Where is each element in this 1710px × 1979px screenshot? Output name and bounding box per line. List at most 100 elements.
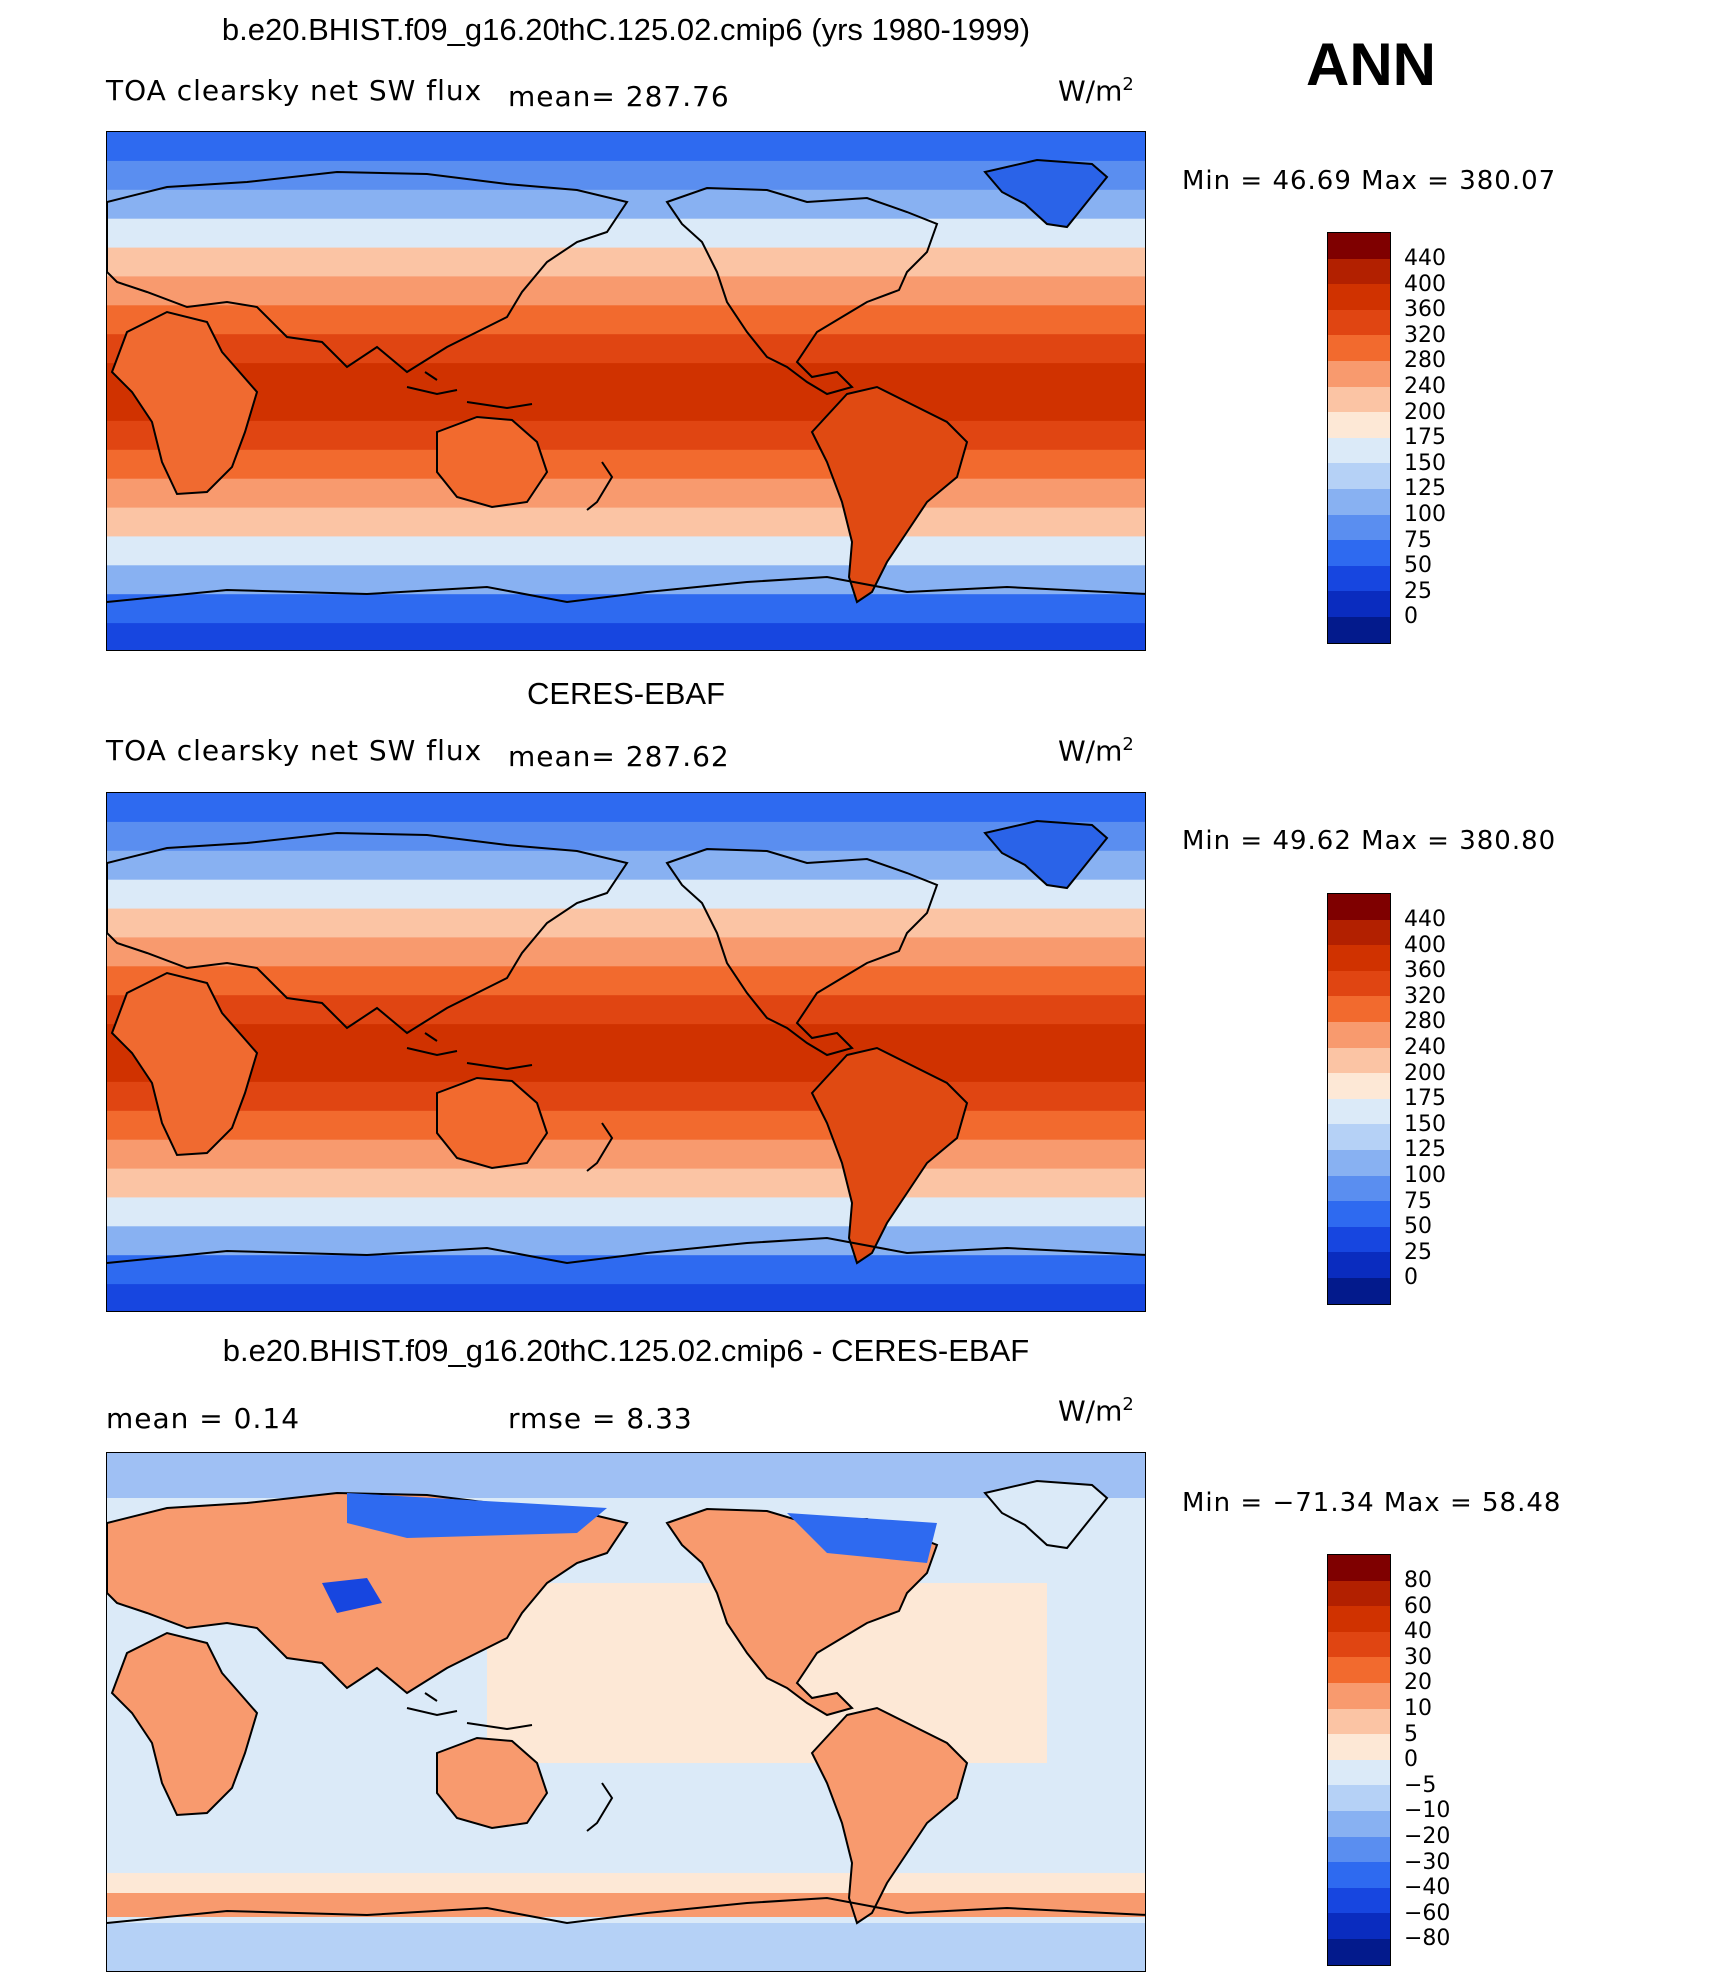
colorbar-swatch bbox=[1328, 1657, 1390, 1683]
colorbar-swatch bbox=[1328, 970, 1390, 997]
zonal-band bbox=[107, 218, 1145, 249]
colorbar-swatch bbox=[1328, 514, 1390, 541]
colorbar-swatch bbox=[1328, 1021, 1390, 1048]
colorbar-swatch bbox=[1328, 1226, 1390, 1253]
colorbar-swatch bbox=[1328, 309, 1390, 336]
panel-3-minmax: Min = −71.34 Max = 58.48 bbox=[1182, 1488, 1562, 1518]
colorbar-swatch bbox=[1328, 1201, 1390, 1227]
colorbar-label: 125 bbox=[1404, 476, 1446, 502]
zonal-band bbox=[107, 793, 1145, 823]
colorbar-swatch bbox=[1328, 1836, 1390, 1863]
colorbar-swatch bbox=[1328, 945, 1390, 971]
colorbar-swatch bbox=[1328, 591, 1390, 617]
colorbar-label: 280 bbox=[1404, 1009, 1446, 1035]
panel-1-bands bbox=[107, 132, 1145, 650]
colorbar-label: 25 bbox=[1404, 578, 1432, 604]
colorbar-label: −10 bbox=[1404, 1798, 1451, 1824]
colorbar-swatch bbox=[1328, 1938, 1390, 1965]
colorbar-swatch bbox=[1328, 1759, 1390, 1786]
maritime-continent-shape bbox=[406, 1032, 533, 1071]
colorbar-label: −30 bbox=[1404, 1849, 1451, 1875]
colorbar-swatch bbox=[1328, 412, 1390, 438]
colorbar-swatch bbox=[1328, 1277, 1390, 1304]
colorbar-swatch bbox=[1328, 335, 1390, 361]
australia-shape bbox=[436, 1736, 549, 1830]
zonal-band bbox=[107, 478, 1145, 509]
zonal-band bbox=[107, 1284, 1145, 1311]
colorbar-label: 320 bbox=[1404, 983, 1446, 1009]
colorbar-label: −80 bbox=[1404, 1926, 1451, 1952]
zonal-band bbox=[107, 594, 1145, 625]
panel-3-mean: mean = 0.14 bbox=[106, 1402, 301, 1435]
colorbar-label: 125 bbox=[1404, 1137, 1446, 1163]
panel-2-bands bbox=[107, 793, 1145, 1311]
colorbar-swatch bbox=[1328, 1606, 1390, 1632]
panel-3-map-svg bbox=[107, 1453, 1145, 1971]
colorbar-label: −20 bbox=[1404, 1824, 1451, 1849]
colorbar-swatch bbox=[1328, 360, 1390, 387]
panel-3-map bbox=[106, 1452, 1146, 1972]
zonal-band bbox=[107, 879, 1145, 910]
season-label: ANN bbox=[1306, 31, 1436, 98]
zonal-band bbox=[107, 1255, 1145, 1286]
colorbar-label: 150 bbox=[1404, 1111, 1446, 1137]
panel-2-variable: TOA clearsky net SW flux bbox=[106, 734, 483, 767]
colorbar-label: 100 bbox=[1404, 502, 1446, 527]
colorbar-swatch bbox=[1328, 996, 1390, 1022]
colorbar-label: 400 bbox=[1404, 932, 1446, 958]
colorbar-label: 360 bbox=[1404, 958, 1446, 984]
colorbar-swatch bbox=[1328, 1785, 1390, 1811]
zonal-band bbox=[107, 132, 1145, 162]
zonal-band bbox=[107, 449, 1145, 480]
colorbar-swatch bbox=[1328, 233, 1390, 259]
greenland-shape bbox=[983, 819, 1109, 890]
colorbar-swatch bbox=[1328, 616, 1390, 643]
panel-2-title: CERES-EBAF bbox=[526, 676, 726, 711]
colorbar-label: 60 bbox=[1404, 1593, 1432, 1619]
colorbar-label: 0 bbox=[1404, 604, 1418, 630]
panel-2-colorbar bbox=[1327, 893, 1391, 1305]
panel-2-mean: mean= 287.62 bbox=[508, 740, 730, 773]
colorbar-swatch bbox=[1328, 1098, 1390, 1125]
eurasia-shape bbox=[107, 831, 629, 1035]
southern-ocean-band bbox=[107, 1893, 1145, 1917]
tibet-negative-region bbox=[322, 1578, 382, 1613]
colorbar-swatch bbox=[1328, 1047, 1390, 1074]
zonal-band bbox=[107, 1197, 1145, 1228]
panel-1-map-svg bbox=[107, 132, 1145, 650]
zonal-band bbox=[107, 1024, 1145, 1054]
antarctica-shape bbox=[107, 575, 1145, 604]
colorbar-swatch bbox=[1328, 1862, 1390, 1888]
colorbar-swatch bbox=[1328, 894, 1390, 920]
panel-1-minmax: Min = 46.69 Max = 380.07 bbox=[1182, 166, 1557, 196]
colorbar-label: 80 bbox=[1404, 1568, 1432, 1593]
greenland-shape bbox=[983, 1479, 1109, 1550]
colorbar-swatch bbox=[1328, 1252, 1390, 1278]
panel-2-units: W/m2 bbox=[1058, 734, 1134, 768]
colorbar-swatch bbox=[1328, 1555, 1390, 1581]
zonal-band bbox=[107, 305, 1145, 336]
colorbar-swatch bbox=[1328, 1631, 1390, 1658]
north-america-shape bbox=[665, 847, 939, 1057]
zonal-band bbox=[107, 420, 1145, 451]
zonal-band bbox=[107, 623, 1145, 650]
panel-3-rmse: rmse = 8.33 bbox=[508, 1402, 693, 1435]
colorbar-label: 20 bbox=[1404, 1670, 1432, 1696]
new-zealand-shape bbox=[586, 1782, 614, 1832]
antarctica-shape bbox=[107, 1896, 1145, 1925]
zonal-band bbox=[107, 908, 1145, 939]
colorbar-label: −5 bbox=[1404, 1772, 1437, 1798]
colorbar-swatch bbox=[1328, 1124, 1390, 1150]
australia-shape bbox=[436, 1076, 549, 1170]
colorbar-swatch bbox=[1328, 386, 1390, 413]
panel-2-land bbox=[107, 819, 1145, 1265]
colorbar-label: 40 bbox=[1404, 1619, 1432, 1645]
zonal-band bbox=[107, 160, 1145, 191]
panel-1-title: b.e20.BHIST.f09_g16.20thC.125.02.cmip6 (… bbox=[221, 12, 1031, 47]
colorbar-label: 175 bbox=[1404, 1086, 1446, 1112]
antarctica-shape bbox=[107, 1236, 1145, 1265]
eurasia-shape bbox=[107, 170, 629, 374]
panel-3-title: b.e20.BHIST.f09_g16.20thC.125.02.cmip6 -… bbox=[222, 1333, 1030, 1368]
zonal-band bbox=[107, 363, 1145, 393]
colorbar-label: 100 bbox=[1404, 1163, 1446, 1188]
